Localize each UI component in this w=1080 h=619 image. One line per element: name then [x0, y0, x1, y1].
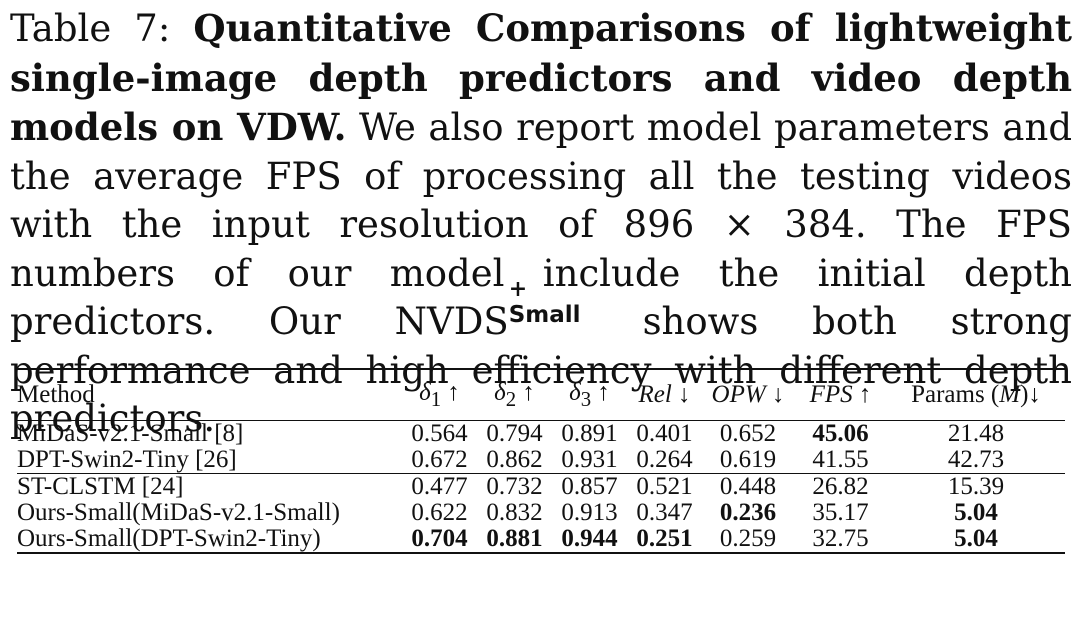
- rel-cell: 0.264: [636, 446, 693, 473]
- header-delta1: δ1 ↑: [419, 378, 460, 411]
- header-params: Params (M)↓: [911, 381, 1041, 408]
- delta2-cell: 0.862: [486, 446, 543, 473]
- opw-cell: 0.236: [719, 499, 777, 526]
- fps-cell: 35.17: [812, 499, 869, 526]
- header-delta2: δ2 ↑: [494, 378, 535, 411]
- delta3-cell: 0.944: [561, 525, 618, 552]
- table-row: DPT-Swin2-Tiny [26] 0.672 0.862 0.931 0.…: [17, 447, 1065, 474]
- rel-cell: 0.347: [636, 499, 693, 526]
- table-row: ST-CLSTM [24] 0.477 0.732 0.857 0.521 0.…: [17, 473, 1065, 501]
- header-delta3: δ3 ↑: [569, 378, 610, 411]
- fps-cell: 32.75: [812, 525, 869, 552]
- header-method: Method: [17, 368, 402, 421]
- method-cell: ST-CLSTM [24]: [17, 473, 184, 500]
- method-cell: Ours-Small(DPT-Swin2-Tiny): [17, 525, 321, 552]
- delta1-cell: 0.564: [411, 420, 468, 447]
- delta2-cell: 0.832: [486, 499, 543, 526]
- caption-body-part1: We also report model parameters and the …: [10, 106, 1073, 343]
- delta1-cell: 0.622: [411, 499, 468, 526]
- nvds-scripts: + Small: [508, 278, 589, 334]
- delta1-cell: 0.477: [411, 473, 468, 500]
- nvds-subscript: Small: [508, 302, 581, 328]
- header-rel: Rel ↓: [638, 381, 691, 408]
- table-row: Ours-Small(DPT-Swin2-Tiny) 0.704 0.881 0…: [17, 526, 1065, 553]
- results-table: Method δ1 ↑ δ2 ↑ δ3 ↑ Rel ↓ OPW ↓ FPS ↑ …: [17, 368, 1065, 554]
- method-cell: Ours-Small(MiDaS-v2.1-Small): [17, 499, 340, 526]
- delta1-cell: 0.704: [411, 525, 468, 552]
- delta2-cell: 0.794: [486, 420, 543, 447]
- delta2-cell: 0.881: [486, 525, 543, 552]
- table-row: MiDaS-v2.1-Small [8] 0.564 0.794 0.891 0…: [17, 420, 1065, 448]
- fps-cell: 26.82: [812, 473, 869, 500]
- rel-cell: 0.401: [636, 420, 693, 447]
- table-caption: Table 7: Quantitative Comparisons of lig…: [10, 4, 1072, 444]
- header-fps: FPS ↑: [809, 381, 872, 408]
- fps-cell: 45.06: [812, 420, 869, 447]
- opw-cell: 0.619: [719, 446, 777, 473]
- fps-cell: 41.55: [812, 446, 869, 473]
- nvds-base: NVDS: [394, 300, 509, 343]
- params-cell: 5.04: [954, 525, 998, 552]
- delta3-cell: 0.913: [561, 499, 618, 526]
- delta2-cell: 0.732: [486, 473, 543, 500]
- caption-title: Quantitative Comparisons of lightweight …: [10, 6, 1072, 149]
- rel-cell: 0.521: [636, 473, 693, 500]
- method-cell: DPT-Swin2-Tiny [26]: [17, 446, 237, 473]
- caption-label: Table 7:: [10, 7, 171, 50]
- delta3-cell: 0.931: [561, 446, 618, 473]
- opw-cell: 0.448: [719, 473, 777, 500]
- params-cell: 15.39: [947, 473, 1005, 500]
- params-cell: 5.04: [954, 499, 998, 526]
- nvds-superscript: +: [508, 276, 528, 302]
- delta3-cell: 0.891: [561, 420, 618, 447]
- delta3-cell: 0.857: [561, 473, 618, 500]
- rel-cell: 0.251: [636, 525, 693, 552]
- params-cell: 21.48: [947, 420, 1005, 447]
- opw-cell: 0.652: [719, 420, 777, 447]
- header-opw: OPW ↓: [711, 381, 785, 408]
- opw-cell: 0.259: [719, 525, 777, 552]
- table-row: Ours-Small(MiDaS-v2.1-Small) 0.622 0.832…: [17, 500, 1065, 526]
- header-row: Method δ1 ↑ δ2 ↑ δ3 ↑ Rel ↓ OPW ↓ FPS ↑ …: [17, 368, 1065, 421]
- nvds-model-name: NVDS + Small: [394, 278, 589, 347]
- params-cell: 42.73: [947, 446, 1005, 473]
- delta1-cell: 0.672: [411, 446, 468, 473]
- method-cell: MiDaS-v2.1-Small [8]: [17, 420, 244, 447]
